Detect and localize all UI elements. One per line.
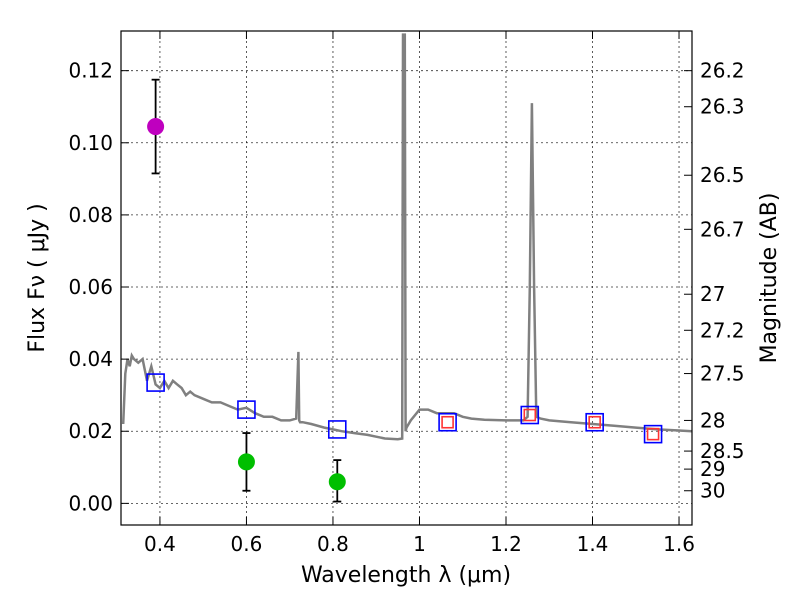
y-tick-label: 0.04 <box>68 347 113 371</box>
right-tick-label: 29 <box>700 457 725 481</box>
square-marker <box>327 420 347 439</box>
x-axis-label: Wavelength λ (μm) <box>301 563 511 588</box>
circle-marker <box>147 118 165 136</box>
right-tick-label: 30 <box>700 479 725 503</box>
y-tick-label: 0.12 <box>68 59 113 83</box>
square-marker <box>438 412 457 432</box>
right-tick-label: 26.5 <box>700 163 745 187</box>
square-marker <box>585 412 604 432</box>
circle-marker <box>237 453 255 471</box>
right-tick-label: 27.2 <box>700 318 745 342</box>
x-tick-label: 1.6 <box>663 532 695 556</box>
right-axis-label: Magnitude (AB) <box>757 193 782 364</box>
y-tick-label: 0.06 <box>68 275 113 299</box>
right-tick-label: 26.2 <box>700 59 745 83</box>
data-points <box>146 78 663 503</box>
square-marker <box>146 373 165 392</box>
plot-frame <box>120 30 693 526</box>
right-tick-label: 28.5 <box>700 439 745 463</box>
y-axis-label: Flux Fν ( μJy ) <box>25 203 50 352</box>
square-marker <box>646 427 660 441</box>
y-tick-label: 0.10 <box>68 131 113 155</box>
x-tick-label: 1 <box>413 532 426 556</box>
square-marker <box>441 415 454 429</box>
x-tick-label: 0.8 <box>317 532 349 556</box>
y-tick-label: 0.02 <box>68 419 113 443</box>
right-tick-label: 26.3 <box>700 95 745 119</box>
right-tick-label: 27.5 <box>700 362 745 386</box>
y-tick-label: 0.00 <box>68 491 113 515</box>
x-tick-label: 1.4 <box>577 532 609 556</box>
square-marker <box>520 405 540 425</box>
square-marker <box>588 415 601 429</box>
x-tick-label: 0.4 <box>144 532 176 556</box>
right-tick-label: 27 <box>700 282 725 306</box>
x-tick-label: 0.6 <box>231 532 263 556</box>
model-spectrum <box>121 33 692 441</box>
square-marker <box>237 400 256 419</box>
square-marker <box>643 424 663 444</box>
x-tick-label: 1.2 <box>490 532 522 556</box>
square-marker <box>523 408 537 422</box>
right-tick-label: 28 <box>700 408 725 432</box>
y-tick-label: 0.08 <box>68 203 113 227</box>
axis-ticks: 0.4 0.6 0.8 1 1.2 1.4 1.6 0.00 0.02 0.04 0.06 0.08 0… <box>68 31 745 556</box>
model-spectrum-line <box>121 33 692 441</box>
right-tick-label: 26.7 <box>700 217 745 241</box>
circle-marker <box>328 473 346 491</box>
